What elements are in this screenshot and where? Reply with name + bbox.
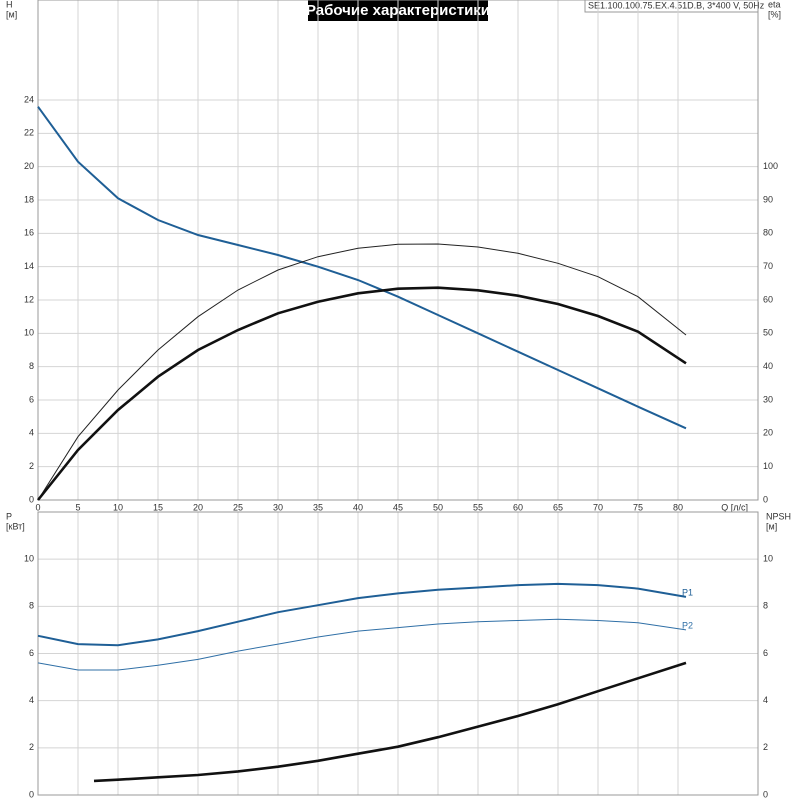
y2-tick-label: 70 (763, 261, 773, 271)
y-tick-label: 20 (24, 161, 34, 171)
curve (37, 582, 687, 647)
y-tick-label: 22 (24, 128, 34, 138)
curve-label: P1 (682, 587, 693, 597)
x-tick-label: 55 (473, 502, 483, 512)
y2-tick-label: 100 (763, 161, 778, 171)
y-tick-label: 10 (24, 554, 34, 564)
curve (37, 618, 687, 671)
y-axis-unit: [кВт] (6, 521, 25, 531)
y-tick-label: 0 (29, 494, 34, 504)
curve (37, 106, 687, 430)
y2-tick-label: 8 (763, 601, 768, 611)
y-tick-label: 2 (29, 742, 34, 752)
y-tick-label: 8 (29, 361, 34, 371)
y2-axis-label: eta (768, 0, 781, 9)
y-tick-label: 14 (24, 261, 34, 271)
x-tick-label: 15 (153, 502, 163, 512)
model-label: SE1.100.100.75.EX.4.51D.B, 3*400 V, 50Hz (588, 0, 765, 10)
y-axis-unit: [м] (6, 9, 17, 19)
x-tick-label: 80 (673, 502, 683, 512)
y-axis-label: H (6, 0, 13, 9)
x-tick-label: 75 (633, 502, 643, 512)
y2-axis-unit: [%] (768, 9, 781, 19)
y2-tick-label: 30 (763, 394, 773, 404)
y-tick-label: 24 (24, 94, 34, 104)
y-tick-label: 12 (24, 294, 34, 304)
y-tick-label: 0 (29, 789, 34, 799)
x-tick-label: 40 (353, 502, 363, 512)
x-tick-label: 65 (553, 502, 563, 512)
x-tick-label: 70 (593, 502, 603, 512)
x-tick-label: 10 (113, 502, 123, 512)
y-axis-label: P (6, 511, 12, 521)
y-tick-label: 6 (29, 394, 34, 404)
x-tick-label: 5 (75, 502, 80, 512)
y2-tick-label: 6 (763, 648, 768, 658)
y2-tick-label: 4 (763, 695, 768, 705)
y2-tick-label: 10 (763, 554, 773, 564)
y2-tick-label: 80 (763, 228, 773, 238)
y2-tick-label: 50 (763, 328, 773, 338)
x-axis-label: Q [л/с] (721, 502, 748, 512)
y2-tick-label: 90 (763, 194, 773, 204)
x-tick-label: 0 (35, 502, 40, 512)
x-tick-label: 50 (433, 502, 443, 512)
curve (37, 243, 687, 501)
y-tick-label: 8 (29, 601, 34, 611)
y2-tick-label: 2 (763, 742, 768, 752)
x-tick-label: 30 (273, 502, 283, 512)
y-tick-label: 4 (29, 428, 34, 438)
y-tick-label: 10 (24, 328, 34, 338)
curve (93, 661, 687, 783)
curve (36, 286, 687, 501)
y-tick-label: 16 (24, 228, 34, 238)
y2-tick-label: 10 (763, 461, 773, 471)
x-tick-label: 20 (193, 502, 203, 512)
plot-frame (37, 511, 759, 796)
plot-frame (37, 0, 759, 501)
y2-tick-label: 0 (763, 494, 768, 504)
y2-tick-label: 0 (763, 789, 768, 799)
y-tick-label: 18 (24, 194, 34, 204)
y-tick-label: 2 (29, 461, 34, 471)
y2-tick-label: 60 (763, 294, 773, 304)
y2-axis-unit: [м] (766, 521, 777, 531)
y2-tick-label: 20 (763, 428, 773, 438)
y-tick-label: 4 (29, 695, 34, 705)
x-tick-label: 60 (513, 502, 523, 512)
y2-tick-label: 40 (763, 361, 773, 371)
y-tick-label: 6 (29, 648, 34, 658)
x-tick-label: 45 (393, 502, 403, 512)
x-tick-label: 25 (233, 502, 243, 512)
x-tick-label: 35 (313, 502, 323, 512)
curve-label: P2 (682, 620, 693, 630)
y2-axis-label: NPSH (766, 511, 791, 521)
